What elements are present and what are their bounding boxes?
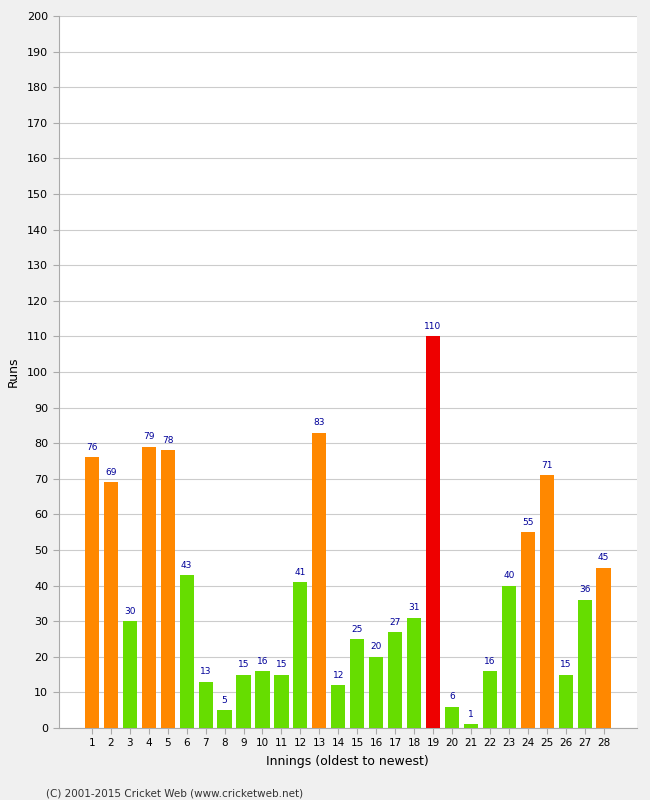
Bar (123, 622, 137, 728)
Bar (502, 586, 516, 728)
Bar (540, 475, 554, 728)
Bar (198, 682, 213, 728)
Bar (142, 446, 156, 728)
Bar (445, 706, 459, 728)
Text: 15: 15 (238, 660, 249, 670)
Y-axis label: Runs: Runs (7, 357, 20, 387)
Bar (312, 433, 326, 728)
Text: 13: 13 (200, 667, 211, 676)
Bar (331, 686, 345, 728)
Bar (237, 674, 251, 728)
Text: 78: 78 (162, 436, 174, 445)
Text: 43: 43 (181, 561, 192, 570)
Text: 36: 36 (579, 586, 590, 594)
Bar (161, 450, 175, 728)
Text: 110: 110 (424, 322, 441, 331)
Text: 6: 6 (449, 692, 455, 702)
Bar (274, 674, 289, 728)
X-axis label: Innings (oldest to newest): Innings (oldest to newest) (266, 755, 429, 768)
Bar (578, 600, 592, 728)
Text: 25: 25 (352, 625, 363, 634)
Bar (426, 336, 440, 728)
Text: 79: 79 (143, 433, 155, 442)
Bar (104, 482, 118, 728)
Text: (C) 2001-2015 Cricket Web (www.cricketweb.net): (C) 2001-2015 Cricket Web (www.cricketwe… (46, 788, 303, 798)
Bar (483, 671, 497, 728)
Text: 76: 76 (86, 443, 98, 452)
Text: 69: 69 (105, 468, 116, 477)
Text: 55: 55 (522, 518, 534, 527)
Text: 83: 83 (313, 418, 325, 427)
Text: 20: 20 (370, 642, 382, 651)
Text: 15: 15 (560, 660, 571, 670)
Bar (369, 657, 384, 728)
Bar (218, 710, 231, 728)
Bar (388, 632, 402, 728)
Text: 5: 5 (222, 696, 227, 705)
Text: 15: 15 (276, 660, 287, 670)
Text: 71: 71 (541, 461, 552, 470)
Bar (407, 618, 421, 728)
Text: 16: 16 (484, 657, 496, 666)
Text: 1: 1 (468, 710, 474, 719)
Text: 45: 45 (598, 554, 609, 562)
Bar (293, 582, 307, 728)
Text: 27: 27 (389, 618, 401, 626)
Text: 30: 30 (124, 607, 136, 616)
Bar (179, 575, 194, 728)
Text: 12: 12 (333, 671, 344, 680)
Text: 16: 16 (257, 657, 268, 666)
Bar (521, 532, 535, 728)
Bar (350, 639, 365, 728)
Bar (597, 568, 611, 728)
Bar (255, 671, 270, 728)
Text: 41: 41 (294, 568, 306, 577)
Bar (558, 674, 573, 728)
Text: 40: 40 (503, 571, 515, 580)
Bar (84, 458, 99, 728)
Text: 31: 31 (408, 603, 420, 612)
Bar (464, 725, 478, 728)
